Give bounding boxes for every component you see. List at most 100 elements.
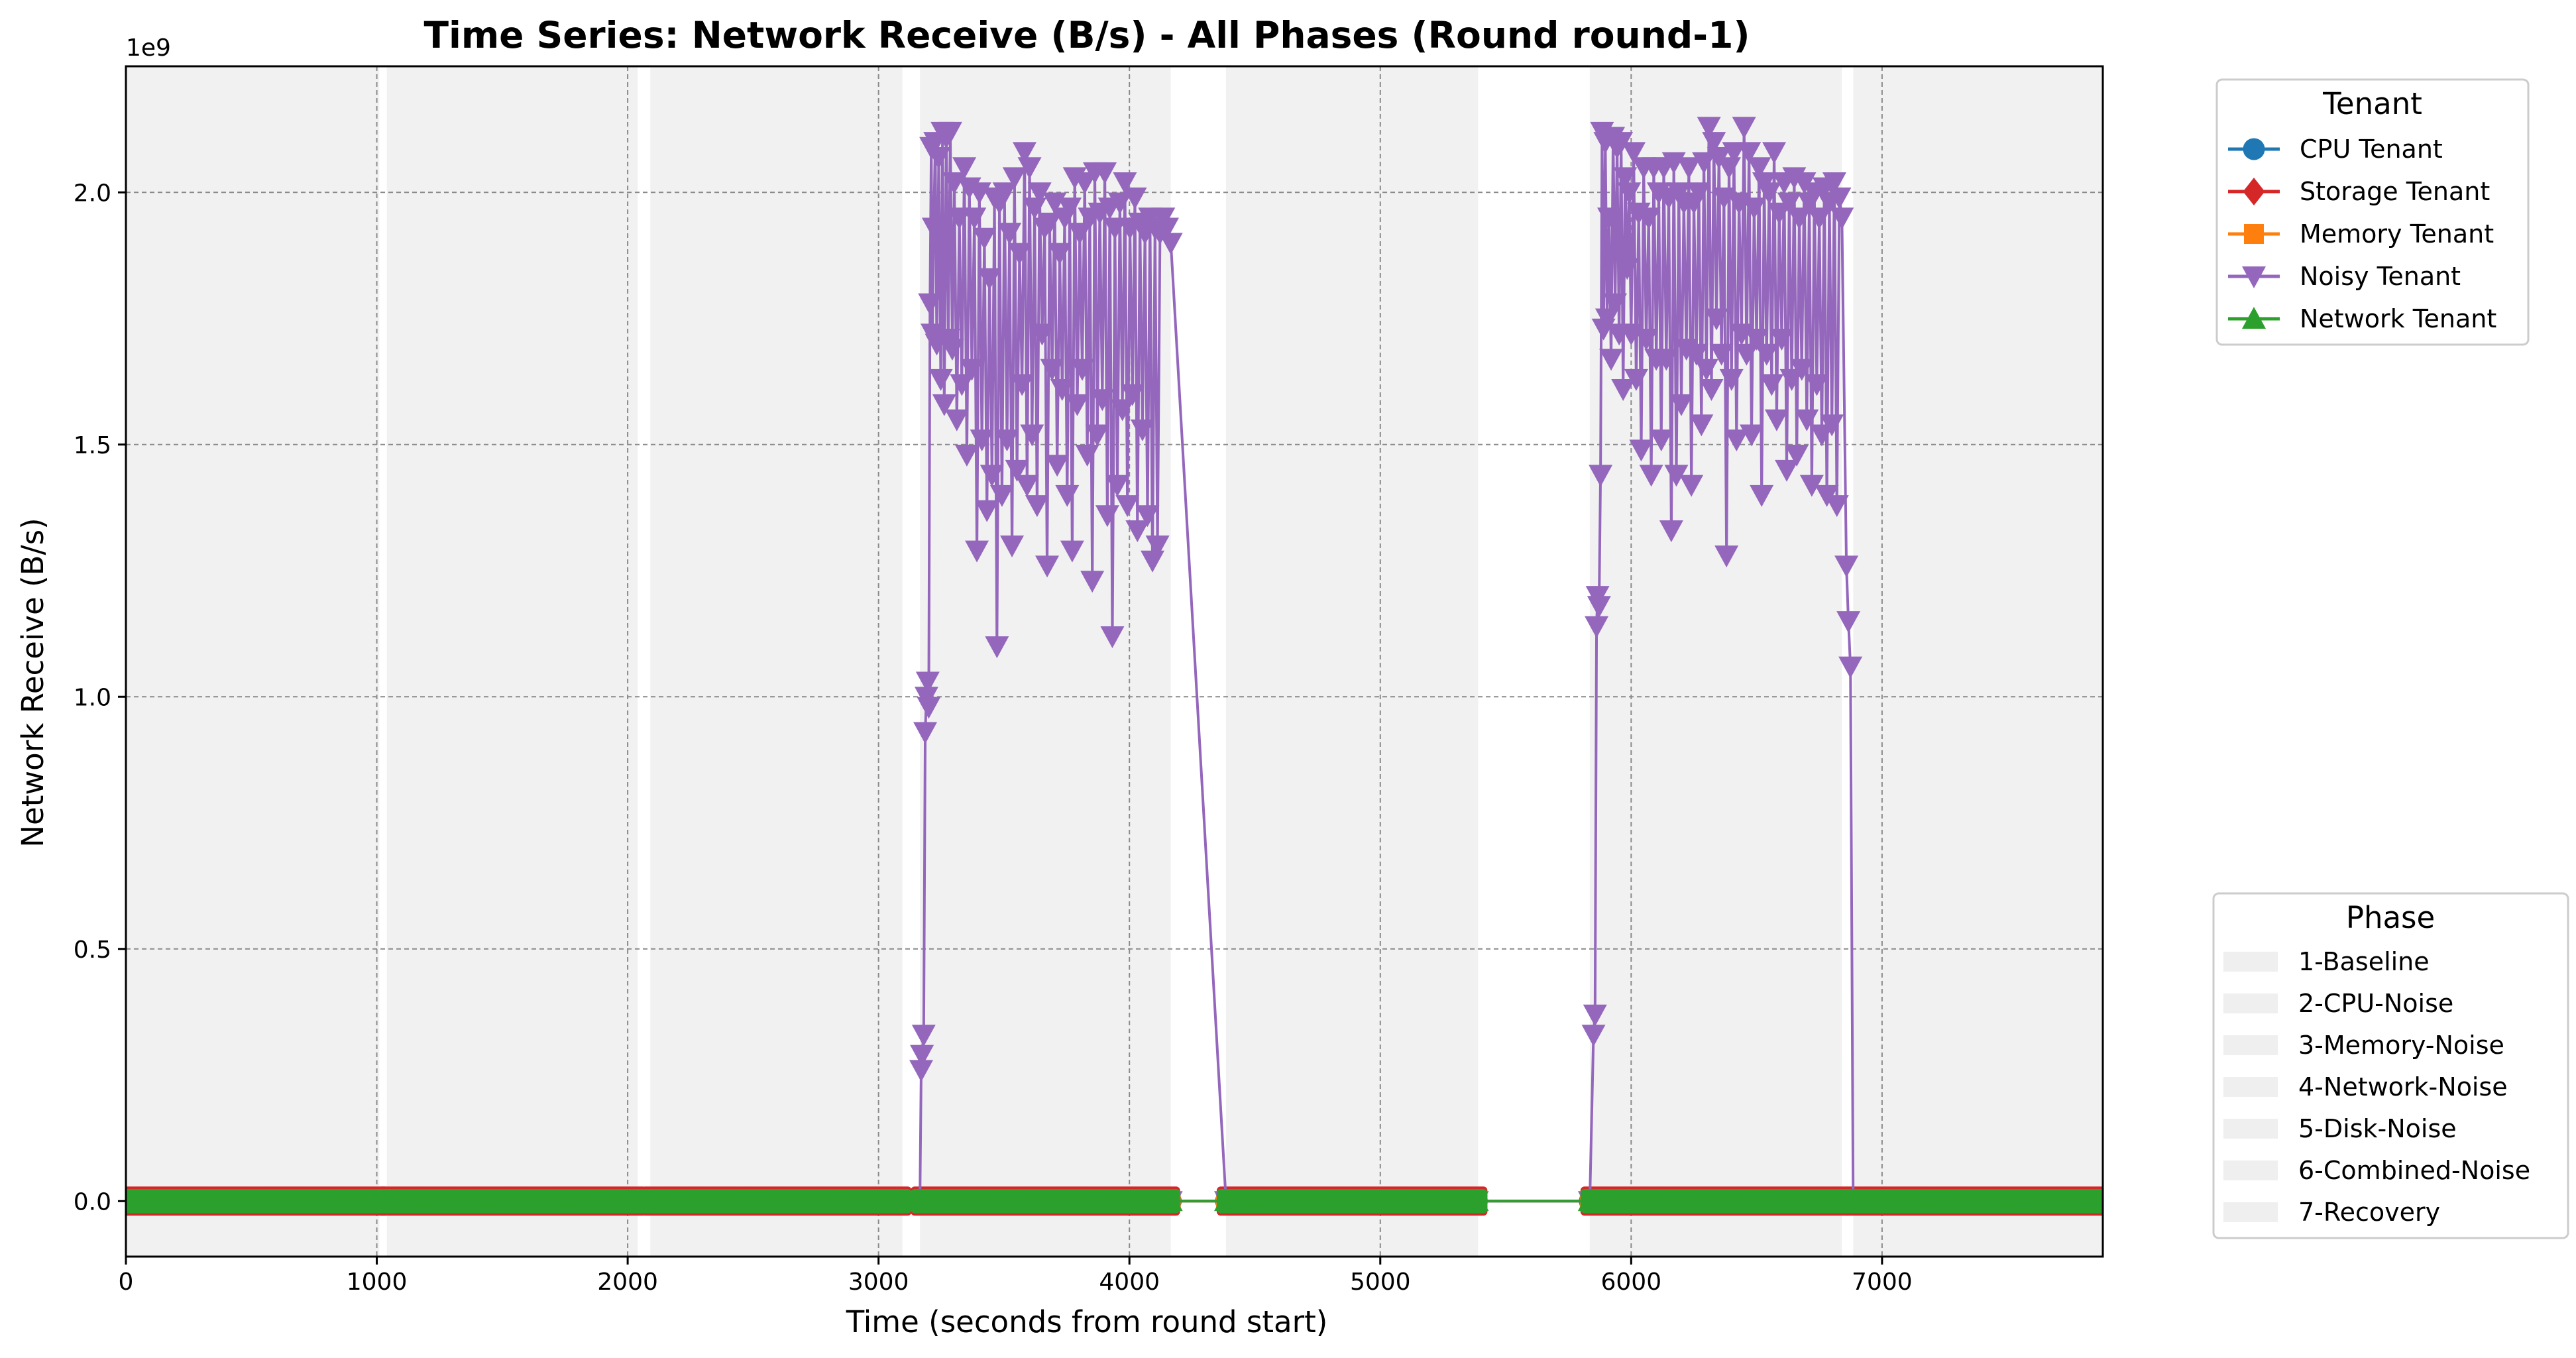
data-point: [1838, 656, 1863, 679]
data-point: [1799, 475, 1824, 497]
data-point: [1779, 368, 1804, 391]
data-point: [1113, 172, 1137, 195]
data-point: [1659, 520, 1683, 543]
data-point: [1080, 571, 1105, 593]
data-point: [1058, 198, 1082, 220]
data-point: [1822, 172, 1846, 195]
legend-marker: [2242, 307, 2266, 329]
data-point: [1694, 359, 1718, 381]
data-point: [1130, 419, 1154, 441]
data-point: [1145, 535, 1170, 557]
x-tick-label: 3000: [848, 1269, 909, 1296]
data-point: [932, 394, 956, 416]
data-point: [1697, 117, 1721, 139]
data-point: [1120, 384, 1145, 406]
data-point: [918, 293, 942, 315]
data-point: [1075, 444, 1099, 467]
data-point: [1617, 182, 1642, 205]
data-point: [1767, 202, 1791, 225]
data-point: [1115, 495, 1140, 518]
phase-swatch: [2223, 1035, 2278, 1055]
data-point: [1836, 611, 1861, 634]
data-point: [1010, 374, 1035, 396]
data-point: [915, 671, 940, 694]
x-axis-label: Time (seconds from round start): [846, 1304, 1328, 1339]
data-point: [913, 722, 938, 744]
data-point: [1599, 349, 1624, 371]
data-point: [1830, 207, 1854, 230]
data-point: [911, 1025, 936, 1047]
data-point: [1154, 217, 1179, 240]
data-point: [1587, 596, 1611, 618]
data-point: [1158, 1189, 1183, 1212]
data-point: [1005, 459, 1029, 482]
data-point: [1025, 495, 1049, 518]
data-point: [1677, 157, 1701, 180]
data-point: [1669, 394, 1694, 416]
data-point: [1597, 207, 1622, 230]
data-point: [944, 409, 969, 431]
data-point: [1716, 157, 1741, 180]
data-point: [1679, 475, 1704, 497]
series-network-tenant: [126, 1189, 2103, 1214]
tenant-legend: Tenant CPU Tenant Storage Tenant Memory Ten…: [2215, 78, 2530, 346]
data-point: [909, 1060, 934, 1082]
data-point: [1609, 132, 1634, 154]
x-tick-label: 7000: [1852, 1269, 1913, 1296]
data-point: [1090, 389, 1115, 412]
data-point: [1065, 394, 1090, 416]
data-point: [1719, 368, 1744, 391]
data-point: [1023, 198, 1047, 220]
data-point: [1714, 545, 1739, 568]
data-point: [1017, 157, 1042, 180]
data-point: [1740, 424, 1764, 447]
phase-swatch: [2223, 1202, 2278, 1222]
data-point: [1595, 308, 1619, 331]
data-point: [995, 429, 1019, 452]
data-point: [977, 268, 1001, 290]
phase-band-5: [1225, 66, 1479, 1257]
data-point: [889, 1189, 913, 1212]
data-point: [1785, 444, 1809, 467]
legend-label-noisy-tenant: Noisy Tenant: [2300, 262, 2461, 291]
data-point: [1820, 414, 1844, 437]
data-point: [917, 697, 941, 719]
y-tick-label: 1.5: [74, 432, 111, 459]
tenant-legend-box: [2215, 78, 2530, 346]
legend-marker: [2244, 224, 2264, 244]
axes-frame: [125, 65, 2104, 1258]
phase-swatch: [2223, 952, 2278, 972]
data-point: [1654, 349, 1679, 371]
data-point: [1760, 374, 1784, 396]
phase-legend-title: Phase: [2346, 900, 2435, 935]
data-point: [1734, 343, 1759, 366]
phase-swatch: [2223, 1077, 2278, 1097]
data-point: [1807, 207, 1832, 230]
data-point: [1068, 223, 1092, 245]
data-point: [1060, 540, 1084, 563]
data-point: [975, 500, 999, 522]
data-point: [962, 207, 987, 230]
data-point: [2087, 1189, 2103, 1212]
data-point: [1613, 167, 1638, 190]
series-group: [126, 117, 2103, 1216]
phase-legend-label: 3-Memory-Noise: [2298, 1031, 2504, 1060]
data-point: [1020, 424, 1044, 447]
data-point: [1750, 484, 1774, 507]
data-point: [1107, 192, 1132, 215]
data-point: [965, 540, 989, 563]
y-axis-label: Network Receive (B/s): [15, 518, 50, 847]
data-point: [1070, 359, 1095, 381]
data-point: [985, 636, 1009, 659]
data-point: [1692, 152, 1716, 174]
y-tick-label: 0.5: [74, 936, 111, 964]
data-point: [1754, 343, 1779, 366]
y-tick-label: 2.0: [74, 180, 111, 207]
data-point: [952, 157, 977, 180]
data-point: [1724, 429, 1749, 452]
data-point: [1072, 172, 1097, 195]
data-point: [1040, 359, 1064, 381]
data-point: [1834, 555, 1859, 578]
data-point: [1636, 207, 1661, 230]
phase-legend-label: 5-Disk-Noise: [2298, 1114, 2457, 1143]
